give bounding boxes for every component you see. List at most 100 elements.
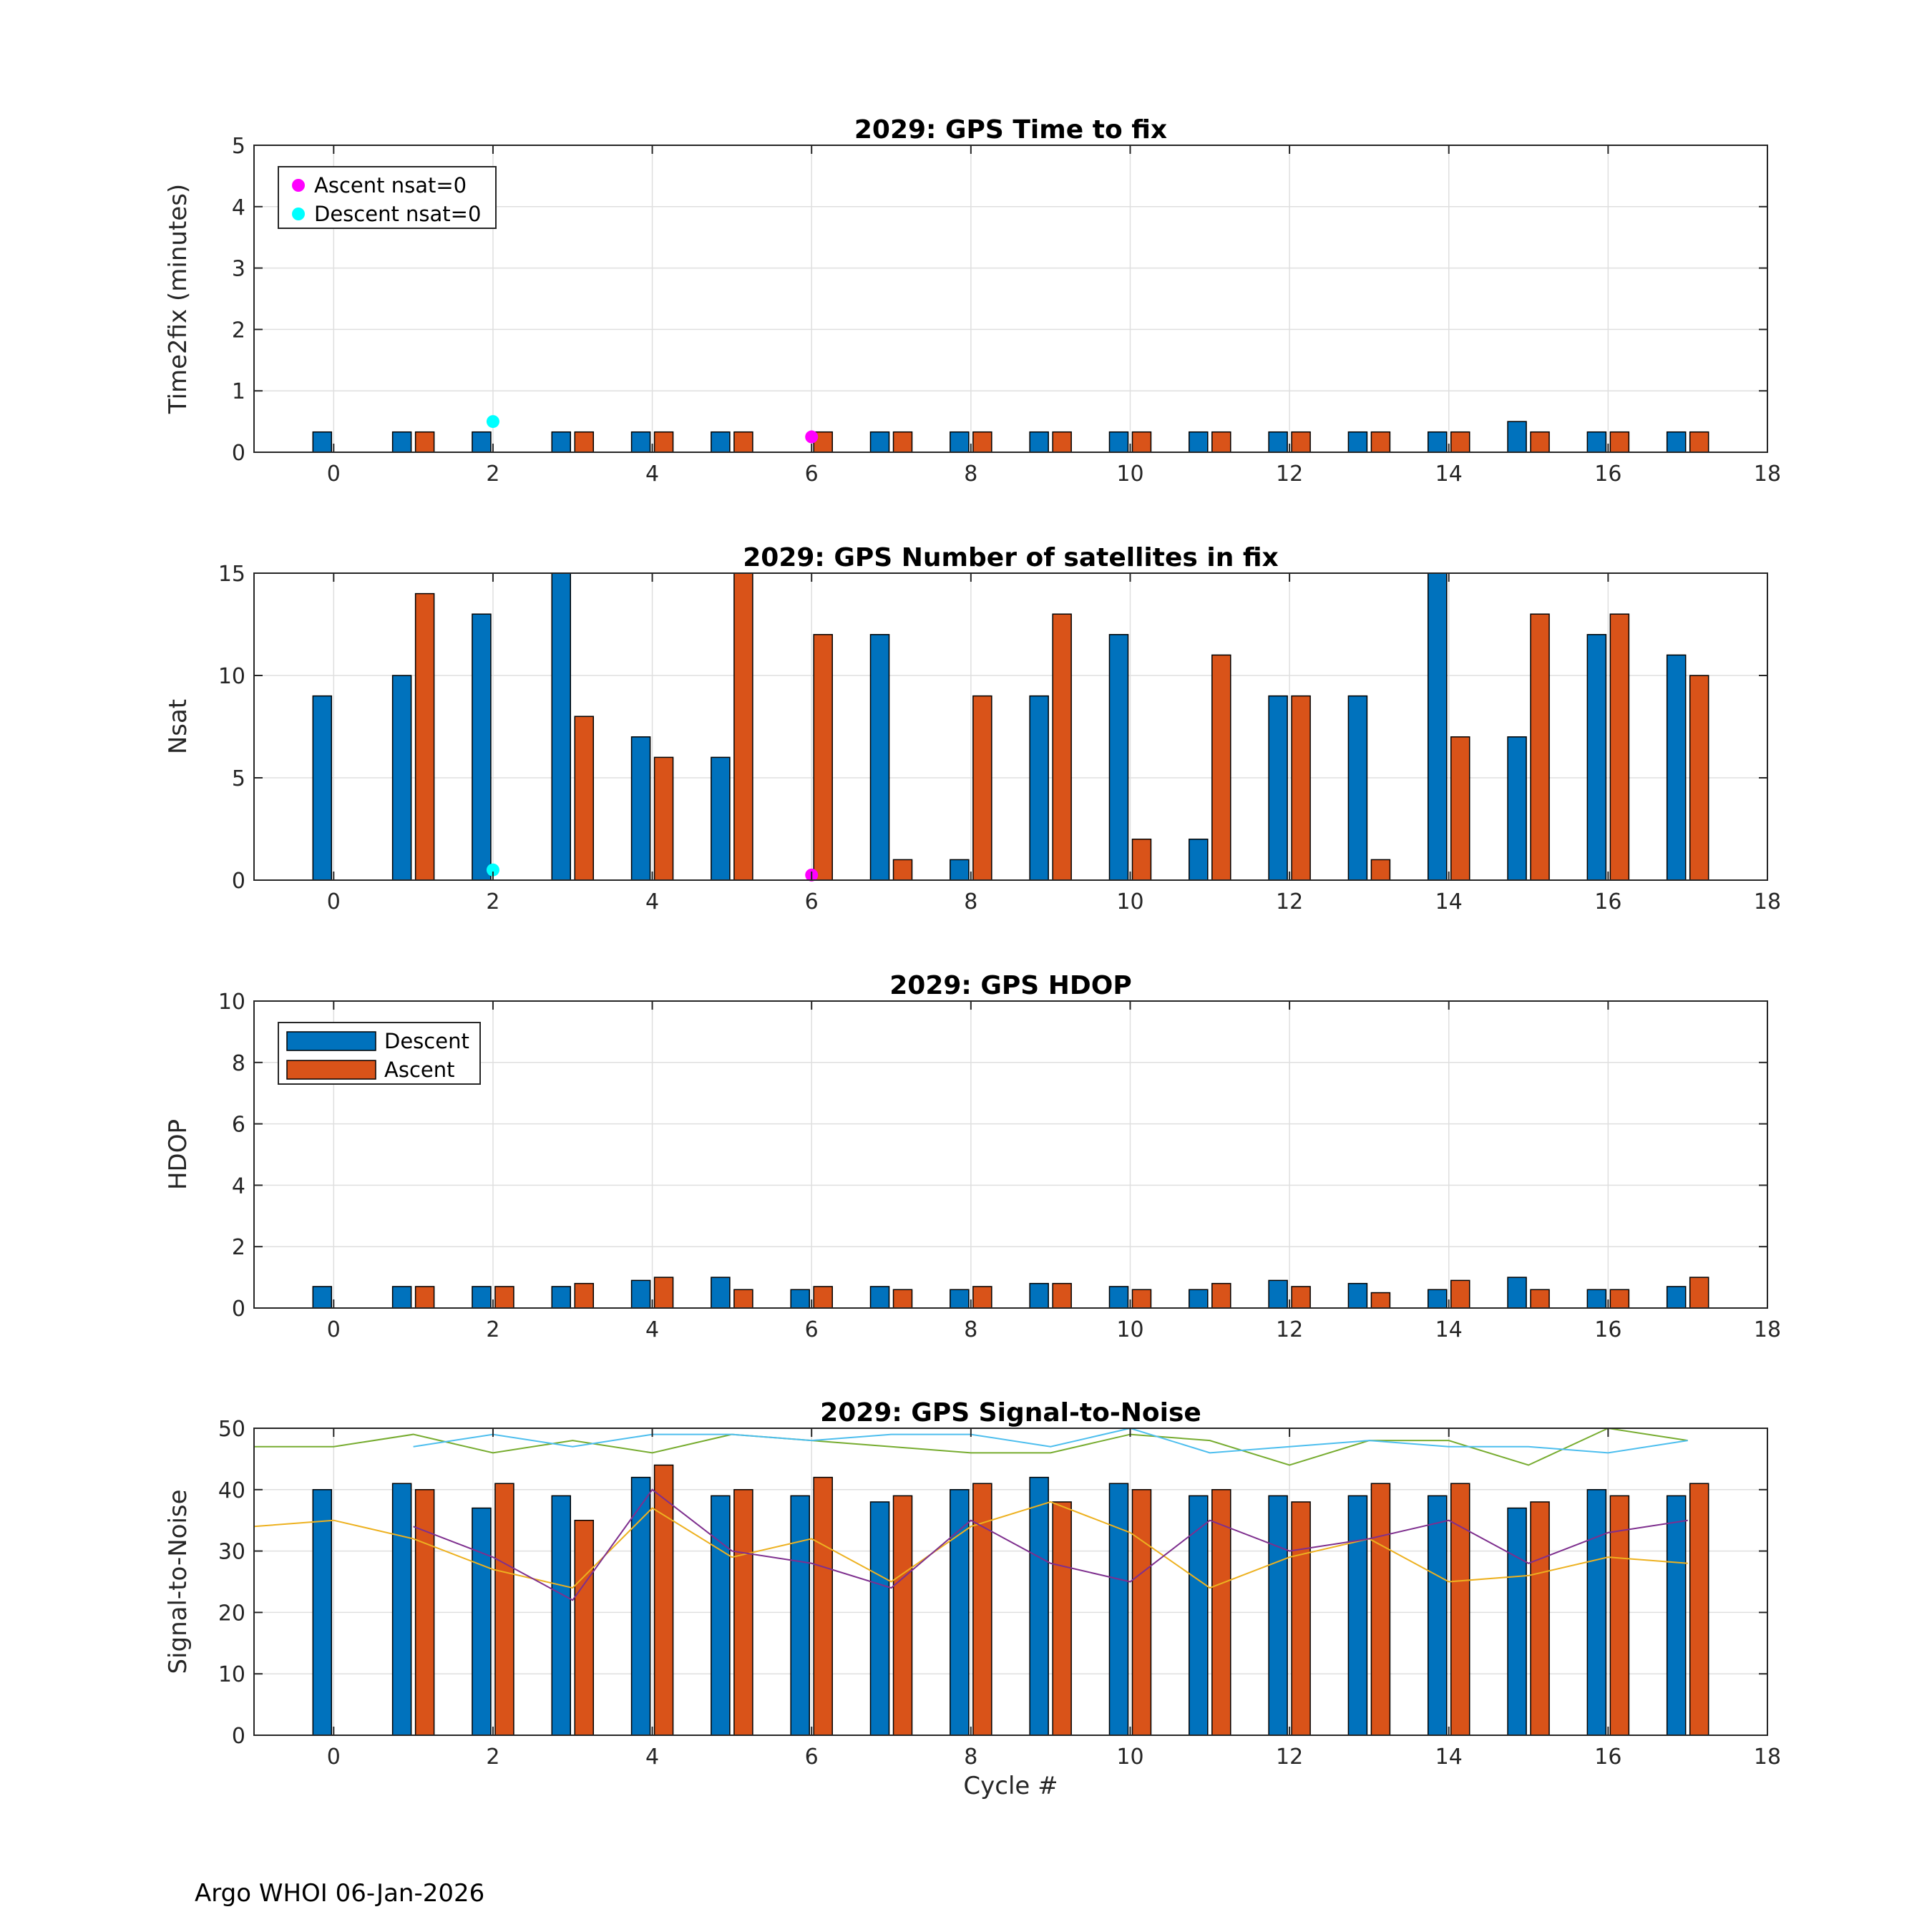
- ascent-bar: [892, 1289, 913, 1309]
- ascent-bar: [1450, 1483, 1470, 1736]
- descent-bar: [869, 634, 890, 881]
- descent-bar: [1347, 1495, 1368, 1736]
- y-axis-label: HDOP: [164, 1119, 192, 1190]
- descent-bar: [1666, 1286, 1687, 1309]
- descent-bar: [790, 1495, 810, 1736]
- x-tick-label: 8: [964, 889, 977, 914]
- descent-bar: [312, 1286, 333, 1309]
- ascent-bar: [1530, 1501, 1550, 1736]
- descent-bar: [1666, 1495, 1687, 1736]
- y-tick-label: 0: [232, 441, 245, 466]
- ascent-bar: [813, 634, 833, 881]
- axes-frame: [253, 1000, 1768, 1309]
- y-tick-label: 0: [232, 1724, 245, 1749]
- y-tick-label: 5: [232, 134, 245, 159]
- ascent-bar: [574, 1282, 595, 1309]
- y-tick-label: 5: [232, 766, 245, 791]
- y-tick-label: 1: [232, 379, 245, 404]
- x-tick-label: 2: [486, 889, 499, 914]
- x-tick-label: 12: [1276, 889, 1303, 914]
- descent-bar: [1029, 1282, 1049, 1309]
- chart-title: 2029: GPS HDOP: [889, 971, 1132, 1000]
- ascent-bar: [1689, 1483, 1709, 1736]
- legend: Ascent nsat=0 Descent nsat=0: [278, 166, 497, 229]
- ascent-bar: [574, 1519, 595, 1736]
- y-tick-label: 20: [218, 1601, 245, 1626]
- legend-entry: Ascent: [384, 1058, 454, 1082]
- descent-bar: [1347, 1282, 1368, 1309]
- snr-line-4: [413, 1427, 1688, 1454]
- x-tick-label: 18: [1754, 1745, 1781, 1770]
- y-tick-label: 50: [218, 1417, 245, 1442]
- descent-bar: [950, 859, 970, 881]
- descent-bar: [869, 1286, 890, 1309]
- legend-entry: Ascent nsat=0: [314, 173, 467, 197]
- x-tick-label: 14: [1435, 1745, 1463, 1770]
- ascent-bar: [1131, 1489, 1152, 1736]
- x-tick-label: 4: [645, 462, 659, 487]
- descent-bar: [1029, 431, 1049, 453]
- ascent-bar: [414, 592, 435, 881]
- y-tick-label: 2: [232, 1235, 245, 1260]
- y-tick-label: 40: [218, 1478, 245, 1503]
- footer-text: Argo WHOI 06-Jan-2026: [195, 1879, 485, 1908]
- ascent-bar: [733, 431, 753, 453]
- legend-box: [278, 166, 497, 229]
- y-tick-label: 2: [232, 318, 245, 343]
- ascent-bar: [1689, 431, 1709, 453]
- x-tick-label: 18: [1754, 1317, 1781, 1342]
- ascent-bar: [892, 1495, 913, 1736]
- ascent-bar: [653, 431, 674, 453]
- chart-title: 2029: GPS Number of satellites in fix: [743, 543, 1279, 572]
- descent-bar: [1586, 431, 1607, 453]
- ascent-bar: [1291, 1501, 1311, 1736]
- panel-4: 0 2 4 6 8 10 12 14 16 18 0 10 20 30 40 50 2029: GPS Sign…: [164, 1398, 1781, 1800]
- legend-entry: Descent: [384, 1029, 469, 1053]
- descent-bar: [1268, 695, 1288, 881]
- ascent-bar: [1609, 613, 1630, 881]
- ascent-bar: [653, 1464, 674, 1736]
- ascent-bar: [1131, 1289, 1152, 1309]
- descent-bar: [1427, 1495, 1448, 1736]
- descent-bar: [551, 1286, 572, 1309]
- x-tick-label: 10: [1116, 462, 1143, 487]
- axes-frame: [253, 572, 1768, 881]
- axes-frame: [253, 1428, 1768, 1736]
- ascent-bar: [1450, 1279, 1470, 1309]
- ascent-bar: [1052, 613, 1072, 881]
- snr-line-2: [413, 1488, 1688, 1601]
- descent-bar: [869, 1501, 890, 1736]
- y-tick-label: 4: [232, 1174, 245, 1199]
- legend-swatch: [286, 1060, 376, 1080]
- ascent-bar: [1131, 431, 1152, 453]
- x-tick-label: 14: [1435, 462, 1463, 487]
- descent-bar: [630, 736, 651, 881]
- x-tick-label: 0: [327, 462, 341, 487]
- x-tick-label: 8: [964, 1745, 977, 1770]
- x-tick-label: 0: [327, 889, 341, 914]
- x-tick-label: 10: [1116, 1745, 1143, 1770]
- y-tick-label: 10: [218, 664, 245, 689]
- y-tick-label: 6: [232, 1113, 245, 1138]
- descent-bar: [1108, 431, 1129, 453]
- descent-bar: [1427, 431, 1448, 453]
- ascent-bar: [972, 431, 992, 453]
- x-tick-label: 6: [805, 1745, 819, 1770]
- ascent-bar: [1689, 1277, 1709, 1309]
- ascent-bar: [1450, 431, 1470, 453]
- y-tick-label: 10: [218, 990, 245, 1015]
- ascent-bar: [813, 1476, 833, 1736]
- ascent-bar: [414, 1489, 435, 1736]
- descent-bar: [1268, 1279, 1288, 1309]
- ascent-bar: [892, 859, 913, 881]
- descent-bar: [711, 1277, 731, 1309]
- y-tick-label: 0: [232, 869, 245, 894]
- y-tick-label: 8: [232, 1051, 245, 1076]
- x-tick-label: 4: [645, 1745, 659, 1770]
- descent-bar: [630, 1476, 651, 1736]
- y-tick-label: 4: [232, 195, 245, 220]
- descent-bar: [1189, 1495, 1209, 1736]
- y-tick-label: 0: [232, 1297, 245, 1322]
- axes-frame: [253, 145, 1768, 453]
